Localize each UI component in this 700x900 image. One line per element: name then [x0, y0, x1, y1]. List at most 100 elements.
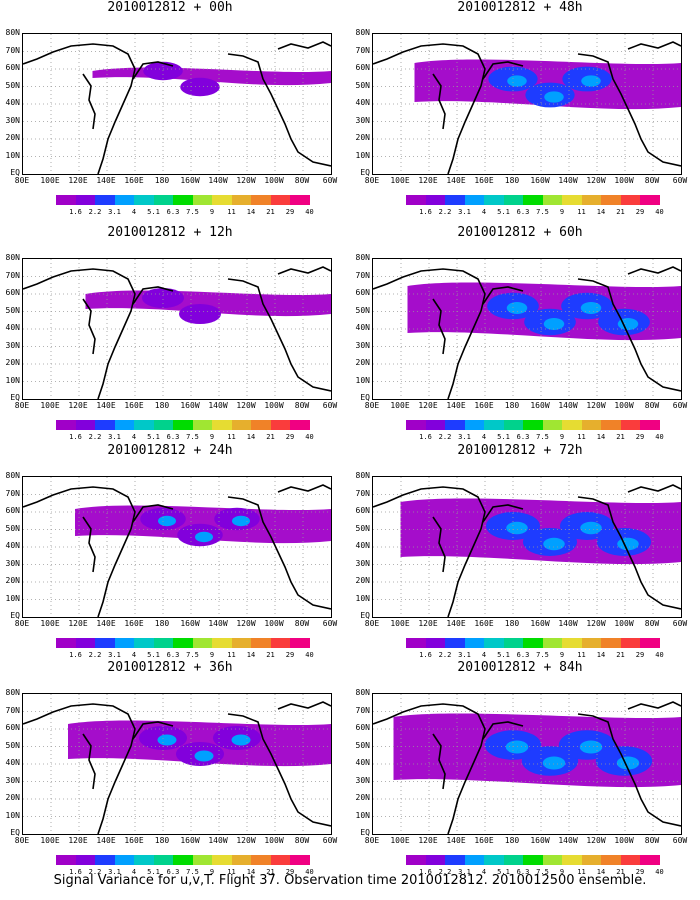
colorbar-swatch: [134, 420, 154, 430]
longitude-label: 160W: [180, 619, 200, 628]
longitude-label: 60W: [672, 836, 688, 845]
latitude-label: 60N: [5, 288, 20, 297]
longitude-label: 100E: [40, 619, 60, 628]
longitude-label: 120W: [236, 619, 256, 628]
colorbar-swatch: [153, 638, 173, 648]
coastlines: [373, 484, 681, 617]
colorbar-swatch: [231, 195, 251, 205]
panel-title: 2010012812 + 36h: [107, 660, 233, 675]
latitude-label: 20N: [5, 576, 20, 585]
forecast-panel: 2010012812 + 84h 80N 70N 60N 50N 40N 30N 20N 10N…: [350, 660, 690, 876]
variance-high-region: [581, 75, 601, 87]
variance-field: [92, 61, 331, 97]
latitude-label: 70N: [5, 488, 20, 498]
colorbar-swatch: [542, 195, 562, 205]
latitude-label: 60N: [5, 506, 20, 515]
colorbar-label: 7.5: [536, 208, 549, 216]
longitude-label: 80W: [644, 176, 660, 185]
colorbar-label: 3.1: [458, 208, 471, 216]
colorbar-swatch: [601, 638, 621, 648]
colorbar-label: 9: [559, 208, 565, 216]
colorbar-label: 11: [227, 433, 236, 441]
longitude-label: 80E: [14, 836, 30, 845]
longitude-label: 60W: [672, 401, 688, 410]
longitude-label: 140W: [558, 619, 578, 628]
latitude-label: 40N: [5, 758, 20, 767]
latitude-label: 30N: [5, 775, 20, 785]
latitude-label: 10N: [5, 150, 20, 160]
colorbar-label: 3.1: [108, 651, 121, 659]
longitude-label: 140E: [446, 836, 466, 845]
latitude-label: 70N: [355, 45, 370, 55]
colorbar-swatch: [56, 195, 76, 205]
colorbar-label: 5.1: [497, 651, 510, 659]
colorbar-label: 6.3: [166, 868, 180, 876]
longitude-label: 100W: [264, 176, 284, 185]
variance-high-region: [232, 515, 250, 527]
longitude-label: 140E: [446, 401, 466, 410]
colorbar-swatch: [484, 855, 504, 865]
colorbar: [406, 855, 660, 865]
longitude-label: 140E: [446, 176, 466, 185]
panel-title: 2010012812 + 60h: [457, 225, 583, 240]
colorbar-swatch: [75, 855, 95, 865]
latitude-label: 10N: [5, 810, 20, 820]
colorbar-swatch: [425, 420, 445, 430]
longitude-label: 160E: [124, 836, 144, 845]
colorbar-label: 2.2: [88, 868, 102, 876]
colorbar-swatch: [270, 195, 290, 205]
latitude-label: 50N: [5, 305, 20, 315]
colorbar-swatch: [192, 855, 212, 865]
latitude-label: 10N: [5, 593, 20, 603]
latitude-label: 30N: [355, 558, 370, 568]
colorbar-label: 21: [266, 433, 275, 441]
graticule: [23, 694, 331, 834]
latitude-label: 50N: [355, 523, 370, 533]
longitude-label: 80E: [14, 401, 30, 410]
variance-high-region: [507, 75, 527, 87]
longitude-label: 140W: [558, 401, 578, 410]
colorbar-swatch: [95, 195, 115, 205]
longitude-label: 60W: [322, 619, 338, 628]
colorbar-label: 11: [577, 208, 586, 216]
coastlines: [373, 701, 681, 834]
longitude-label: 80E: [14, 176, 30, 185]
colorbar-swatch: [251, 855, 271, 865]
variance-field: [393, 713, 681, 788]
graticule: [373, 694, 681, 834]
variance-high-region: [616, 756, 640, 770]
forecast-panel: 2010012812 + 12h 80N 70N 60N 50N 40N 30N 20N 10N…: [0, 225, 340, 441]
colorbar-label: 9: [559, 651, 565, 659]
latitude-label: 50N: [5, 740, 20, 750]
colorbar-swatch: [212, 195, 232, 205]
latitude-label: EQ: [10, 611, 20, 620]
colorbar-label: 3.1: [108, 868, 121, 876]
colorbar: [406, 195, 660, 205]
colorbar-swatch: [95, 420, 115, 430]
colorbar-label: 9: [559, 868, 565, 876]
latitude-label: 10N: [355, 375, 370, 385]
colorbar-label: 6.3: [516, 433, 530, 441]
colorbar-label: 40: [655, 208, 664, 216]
colorbar-label: 2.2: [88, 651, 102, 659]
colorbar-swatch: [270, 855, 290, 865]
colorbar-swatch: [562, 855, 582, 865]
colorbar-label: 9: [559, 433, 565, 441]
colorbar-swatch: [503, 638, 523, 648]
longitude-label: 120W: [586, 401, 606, 410]
longitude-label: 180: [154, 401, 170, 410]
longitude-label: 140W: [208, 401, 228, 410]
longitude-label: 160E: [124, 401, 144, 410]
latitude-label: 60N: [5, 723, 20, 732]
longitude-label: 180: [504, 836, 520, 845]
latitude-label: 70N: [5, 705, 20, 715]
map-plot: [22, 258, 332, 400]
latitude-label: 70N: [355, 705, 370, 715]
latitude-label: 50N: [355, 740, 370, 750]
colorbar-label: 9: [209, 208, 215, 216]
colorbar-label: 14: [246, 433, 256, 441]
colorbar-swatch: [542, 638, 562, 648]
graticule: [373, 477, 681, 617]
colorbar-label: 2.2: [88, 433, 102, 441]
forecast-panel: 2010012812 + 72h 80N 70N 60N 50N 40N 30N 20N 10N…: [350, 443, 690, 659]
